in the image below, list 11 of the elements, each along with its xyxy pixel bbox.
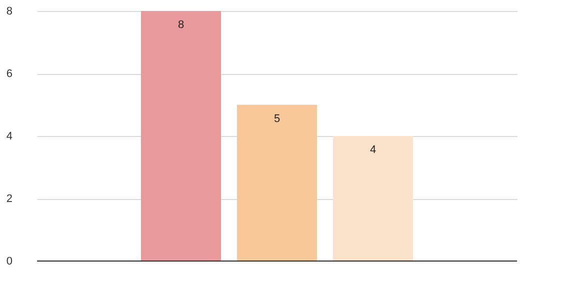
data-label: 8 — [178, 19, 184, 31]
bar — [237, 104, 317, 261]
bar — [333, 136, 413, 261]
y-tick-label: 6 — [6, 68, 12, 80]
bar — [141, 11, 221, 261]
data-label: 4 — [370, 144, 376, 156]
y-tick-label: 0 — [6, 256, 12, 268]
data-label: 5 — [274, 112, 280, 125]
y-tick-label: 2 — [6, 193, 12, 205]
y-tick-label: 4 — [6, 130, 12, 142]
y-tick-label: 8 — [6, 6, 12, 18]
